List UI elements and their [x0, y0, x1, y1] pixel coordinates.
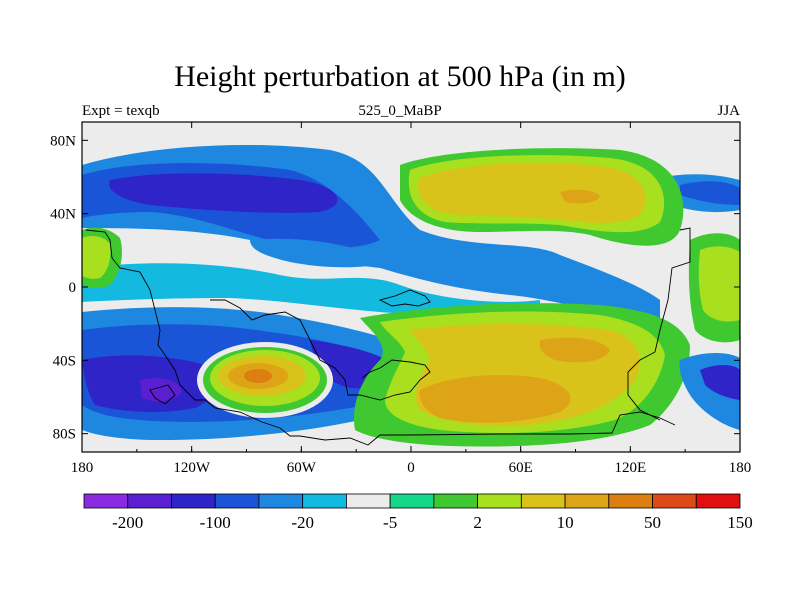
colorbar-box	[564, 493, 610, 509]
lon-tick-label: 120W	[173, 460, 211, 476]
colorbar-box	[345, 493, 391, 509]
contour-tropical-low	[82, 263, 540, 316]
colorbar-label: -20	[291, 513, 314, 532]
axis-ticks: 180 120W 60W 0 60E 120E 180 80N 40N 0 40S 80S	[50, 122, 751, 476]
plot-title: Height perturbation at 500 hPa (in m)	[174, 60, 626, 93]
experiment-label: Expt = texqb	[82, 103, 160, 119]
colorbar-label: 10	[557, 513, 574, 532]
colorbar-box	[608, 493, 653, 509]
colorbar-box	[83, 493, 129, 509]
lat-tick-label: 80N	[50, 133, 76, 149]
contour-w-yellow	[82, 236, 111, 279]
contour-se-yellow	[698, 246, 740, 322]
colorbar-label: -100	[200, 513, 231, 532]
contour-sh-high-core-b	[539, 337, 610, 363]
lat-tick-label: 80S	[53, 427, 76, 443]
colorbar-label: -200	[112, 513, 143, 532]
contour-sh-high-core-a	[419, 375, 571, 423]
lat-tick-label: 0	[69, 280, 77, 296]
contour-tropical-low-center	[250, 238, 390, 268]
lon-tick-label: 180	[729, 460, 752, 476]
colorbar-box	[171, 493, 216, 509]
coast-east	[627, 227, 691, 421]
contour-sh-low-core	[140, 378, 182, 402]
colorbar-box	[477, 493, 522, 509]
colorbar-box	[520, 493, 566, 509]
coast-sa	[210, 299, 431, 401]
colorbar-label: 2	[473, 513, 482, 532]
colorbar-box	[652, 493, 697, 509]
contour-sh-eddy-core	[244, 369, 272, 383]
colorbar-label: 150	[727, 513, 753, 532]
colorbar: -200 -100 -20 -5 2 10 50 150	[83, 493, 753, 532]
lon-tick-label: 180	[71, 460, 94, 476]
colorbar-box	[433, 493, 479, 509]
contour-field	[82, 122, 740, 452]
colorbar-label: 50	[644, 513, 661, 532]
colorbar-box	[389, 493, 435, 509]
lon-tick-label: 60E	[509, 460, 533, 476]
colorbar-box	[127, 493, 172, 509]
colorbar-box	[258, 493, 304, 509]
colorbar-box	[302, 493, 347, 509]
contour-nh-low-east-inner	[680, 181, 740, 205]
lat-tick-label: 40N	[50, 207, 76, 223]
coast-australia	[149, 384, 176, 405]
colorbar-label: -5	[383, 513, 397, 532]
contour-se-low-core	[700, 365, 740, 400]
lon-tick-label: 60W	[287, 460, 317, 476]
coast-americas	[85, 229, 676, 446]
lon-tick-label: 0	[407, 460, 415, 476]
contour-nh-high-core	[560, 189, 600, 204]
lat-tick-label: 40S	[53, 353, 76, 369]
lon-tick-label: 120E	[614, 460, 646, 476]
coast-africa-nub	[378, 289, 431, 307]
coastlines	[85, 227, 691, 446]
period-label: 525_0_MaBP	[358, 103, 442, 119]
contour-nh-high-inner	[418, 162, 646, 223]
contour-nh-low-west-core	[109, 173, 338, 213]
season-label: JJA	[717, 103, 740, 119]
colorbar-box	[695, 493, 741, 509]
colorbar-box	[214, 493, 260, 509]
